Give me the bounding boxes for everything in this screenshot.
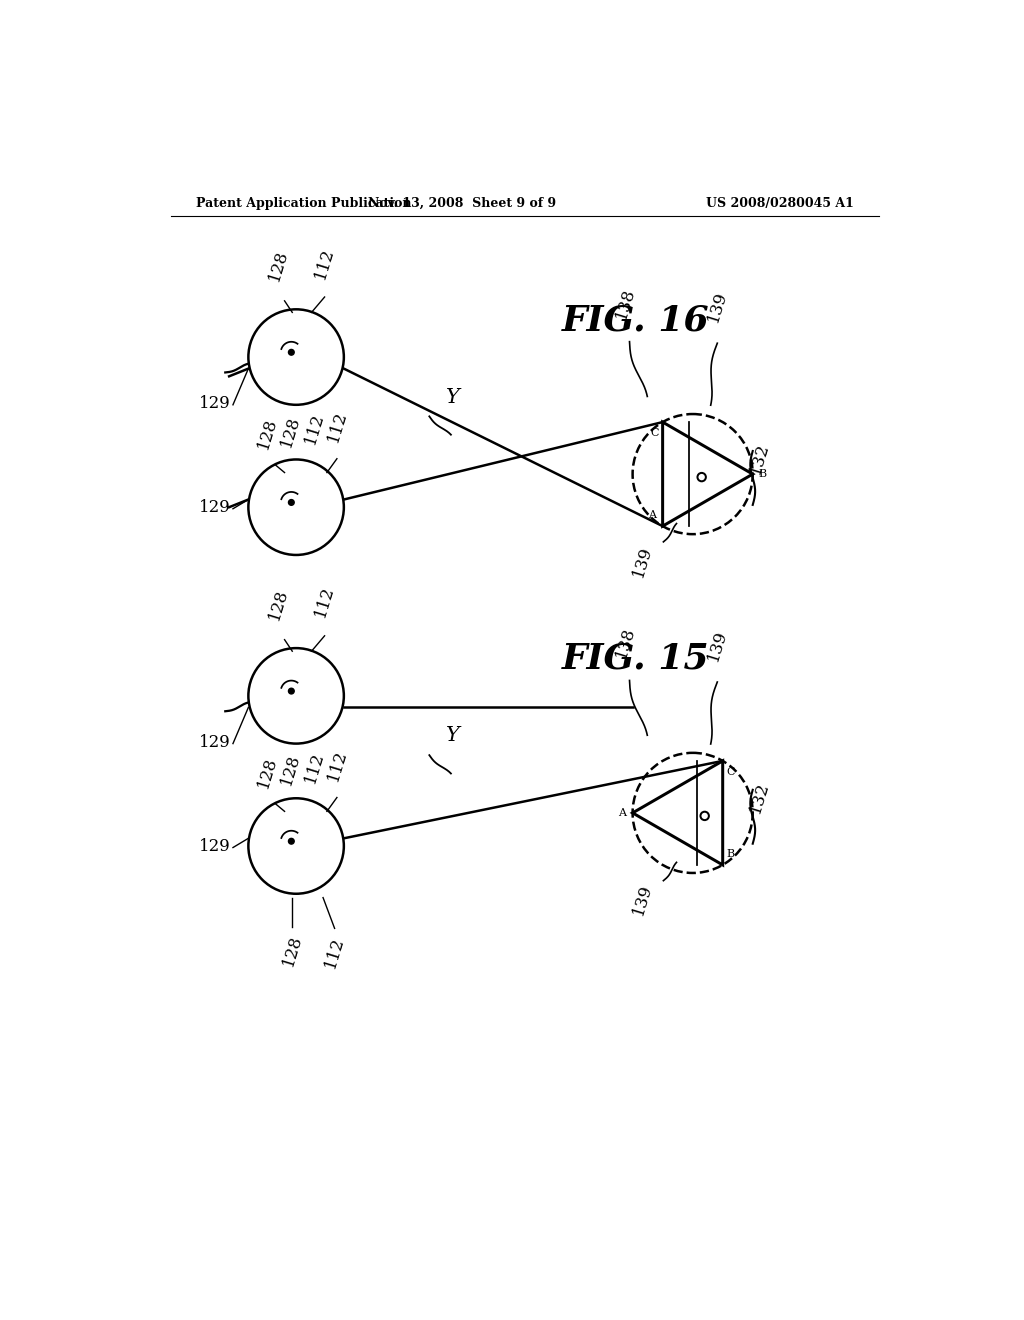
Text: 138: 138 — [612, 286, 638, 322]
Text: B: B — [759, 469, 767, 479]
Text: 128: 128 — [280, 932, 305, 968]
Text: 112: 112 — [312, 585, 337, 619]
Text: 112: 112 — [325, 747, 350, 783]
Text: 129: 129 — [199, 395, 230, 412]
Circle shape — [289, 838, 294, 843]
Text: A: A — [618, 808, 627, 818]
Text: 112: 112 — [301, 750, 327, 785]
Text: 132: 132 — [746, 780, 772, 816]
Circle shape — [289, 350, 294, 355]
Text: 129: 129 — [199, 499, 230, 516]
Text: C: C — [650, 428, 658, 438]
Text: Patent Application Publication: Patent Application Publication — [196, 197, 412, 210]
Text: 139: 139 — [630, 882, 655, 917]
Text: 112: 112 — [322, 935, 347, 970]
Text: 128: 128 — [265, 586, 291, 622]
Text: Y: Y — [445, 388, 460, 407]
Text: 139: 139 — [705, 289, 730, 323]
Text: 128: 128 — [278, 413, 303, 449]
Text: B: B — [727, 849, 734, 859]
Text: 112: 112 — [301, 411, 327, 446]
Text: 128: 128 — [278, 752, 303, 788]
Text: 112: 112 — [325, 409, 350, 444]
Text: 128: 128 — [255, 754, 281, 789]
Text: A: A — [648, 510, 656, 520]
Text: 139: 139 — [705, 627, 730, 663]
Circle shape — [289, 688, 294, 694]
Text: C: C — [727, 767, 735, 777]
Text: 128: 128 — [255, 416, 281, 451]
Text: 132: 132 — [746, 441, 772, 477]
Text: 138: 138 — [612, 624, 638, 660]
Text: 139: 139 — [630, 544, 655, 578]
Text: US 2008/0280045 A1: US 2008/0280045 A1 — [707, 197, 854, 210]
Circle shape — [289, 499, 294, 506]
Text: Nov. 13, 2008  Sheet 9 of 9: Nov. 13, 2008 Sheet 9 of 9 — [368, 197, 556, 210]
Text: 112: 112 — [312, 246, 337, 281]
Text: FIG. 16: FIG. 16 — [562, 304, 710, 337]
Text: Y: Y — [445, 726, 460, 746]
Text: FIG. 15: FIG. 15 — [562, 642, 710, 676]
Text: 129: 129 — [199, 734, 230, 751]
Text: 128: 128 — [265, 248, 291, 284]
Text: 129: 129 — [199, 837, 230, 854]
